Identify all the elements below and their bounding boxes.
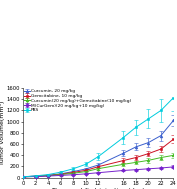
X-axis label: Time post first injection (day): Time post first injection (day) [52, 187, 145, 189]
Legend: Curcumin, 20 mg/kg, Gemcitabine, 10 mg/kg, Curcumin(20 mg/kg)+Gemcitabine(10 mg/: Curcumin, 20 mg/kg, Gemcitabine, 10 mg/k… [24, 89, 131, 113]
Y-axis label: Tumor volume(mm³): Tumor volume(mm³) [0, 101, 5, 165]
